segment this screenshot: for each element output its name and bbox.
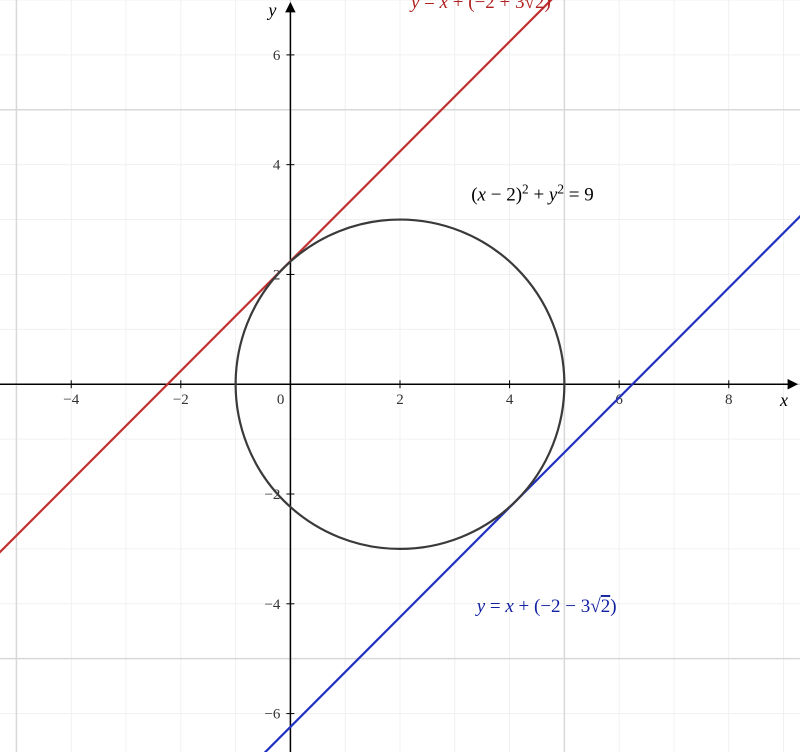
- y-tick-label: −6: [264, 707, 280, 723]
- line-red-equation-label: y = x + (−2 + 3√2): [409, 0, 551, 13]
- y-tick-label: −4: [264, 597, 280, 613]
- x-tick-label: 2: [396, 392, 404, 408]
- x-tick-label: 4: [506, 392, 514, 408]
- circle-equation-label: (x − 2)2 + y2 = 9: [471, 181, 594, 206]
- chart-container: −4−202468−6−4−2246xy(x − 2)2 + y2 = 9y =…: [0, 0, 800, 752]
- x-tick-label: −2: [173, 392, 189, 408]
- y-tick-label: 6: [273, 48, 281, 64]
- line-blue-equation-label: y = x + (−2 − 3√2): [475, 596, 617, 617]
- x-axis-label: x: [779, 390, 788, 410]
- x-tick-label: 8: [725, 392, 733, 408]
- math-plot: −4−202468−6−4−2246xy(x − 2)2 + y2 = 9y =…: [0, 0, 800, 752]
- x-tick-label: 0: [277, 392, 285, 408]
- y-tick-label: 4: [273, 158, 281, 174]
- y-axis-label: y: [266, 0, 276, 20]
- x-tick-label: −4: [63, 392, 79, 408]
